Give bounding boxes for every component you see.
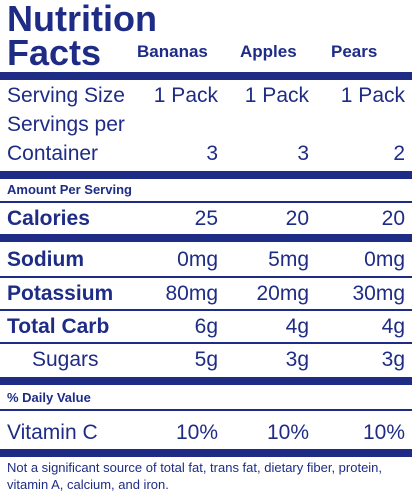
servings-bananas: 3 bbox=[206, 142, 218, 165]
thin-rule bbox=[0, 409, 412, 411]
sodium-apples: 5mg bbox=[268, 248, 309, 271]
thick-rule bbox=[0, 234, 412, 242]
calories-apples: 20 bbox=[285, 207, 309, 230]
column-header-apples: Apples bbox=[240, 42, 297, 61]
thin-rule bbox=[0, 276, 412, 278]
amount-per-serving-label: Amount Per Serving bbox=[7, 182, 132, 197]
serving-size-label: Serving Size bbox=[7, 84, 125, 107]
calories-label: Calories bbox=[7, 207, 90, 230]
servings-pears: 2 bbox=[393, 142, 405, 165]
vitamin-c-label: Vitamin C bbox=[7, 421, 98, 444]
sodium-label: Sodium bbox=[7, 248, 84, 271]
vitamin-c-pears: 10% bbox=[362, 421, 405, 444]
vitamin-c-apples: 10% bbox=[266, 421, 309, 444]
thin-rule bbox=[0, 201, 412, 203]
total-carb-apples: 4g bbox=[285, 315, 309, 338]
sugars-label: Sugars bbox=[32, 348, 99, 371]
sodium-pears: 0mg bbox=[364, 248, 405, 271]
total-carb-pears: 4g bbox=[381, 315, 405, 338]
column-header-pears: Pears bbox=[331, 42, 378, 61]
serving-size-apples: 1 Pack bbox=[244, 84, 309, 107]
thick-rule bbox=[0, 171, 412, 179]
title-line-2: Facts bbox=[7, 32, 102, 73]
footnote: Not a significant source of total fat, t… bbox=[7, 460, 383, 492]
thick-rule bbox=[0, 377, 412, 385]
sugars-pears: 3g bbox=[381, 348, 405, 371]
calories-bananas: 25 bbox=[194, 207, 218, 230]
vitamin-c-bananas: 10% bbox=[175, 421, 218, 444]
serving-size-pears: 1 Pack bbox=[340, 84, 405, 107]
thick-rule bbox=[0, 449, 412, 457]
thin-rule bbox=[0, 342, 412, 344]
sugars-apples: 3g bbox=[285, 348, 309, 371]
potassium-label: Potassium bbox=[7, 282, 114, 305]
column-header-bananas: Bananas bbox=[137, 42, 208, 61]
potassium-bananas: 80mg bbox=[165, 282, 218, 305]
calories-pears: 20 bbox=[381, 207, 405, 230]
potassium-pears: 30mg bbox=[352, 282, 405, 305]
sugars-bananas: 5g bbox=[194, 348, 218, 371]
servings-per-label-line1: Servings per bbox=[7, 113, 125, 136]
title-line-1: Nutrition bbox=[7, 0, 157, 39]
thick-rule bbox=[0, 72, 412, 80]
total-carb-bananas: 6g bbox=[194, 315, 218, 338]
thin-rule bbox=[0, 309, 412, 311]
serving-size-bananas: 1 Pack bbox=[153, 84, 218, 107]
servings-per-label-line2: Container bbox=[7, 142, 99, 165]
potassium-apples: 20mg bbox=[256, 282, 309, 305]
daily-value-header: % Daily Value bbox=[7, 390, 91, 405]
total-carb-label: Total Carb bbox=[7, 315, 110, 338]
sodium-bananas: 0mg bbox=[177, 248, 218, 271]
servings-apples: 3 bbox=[297, 142, 309, 165]
